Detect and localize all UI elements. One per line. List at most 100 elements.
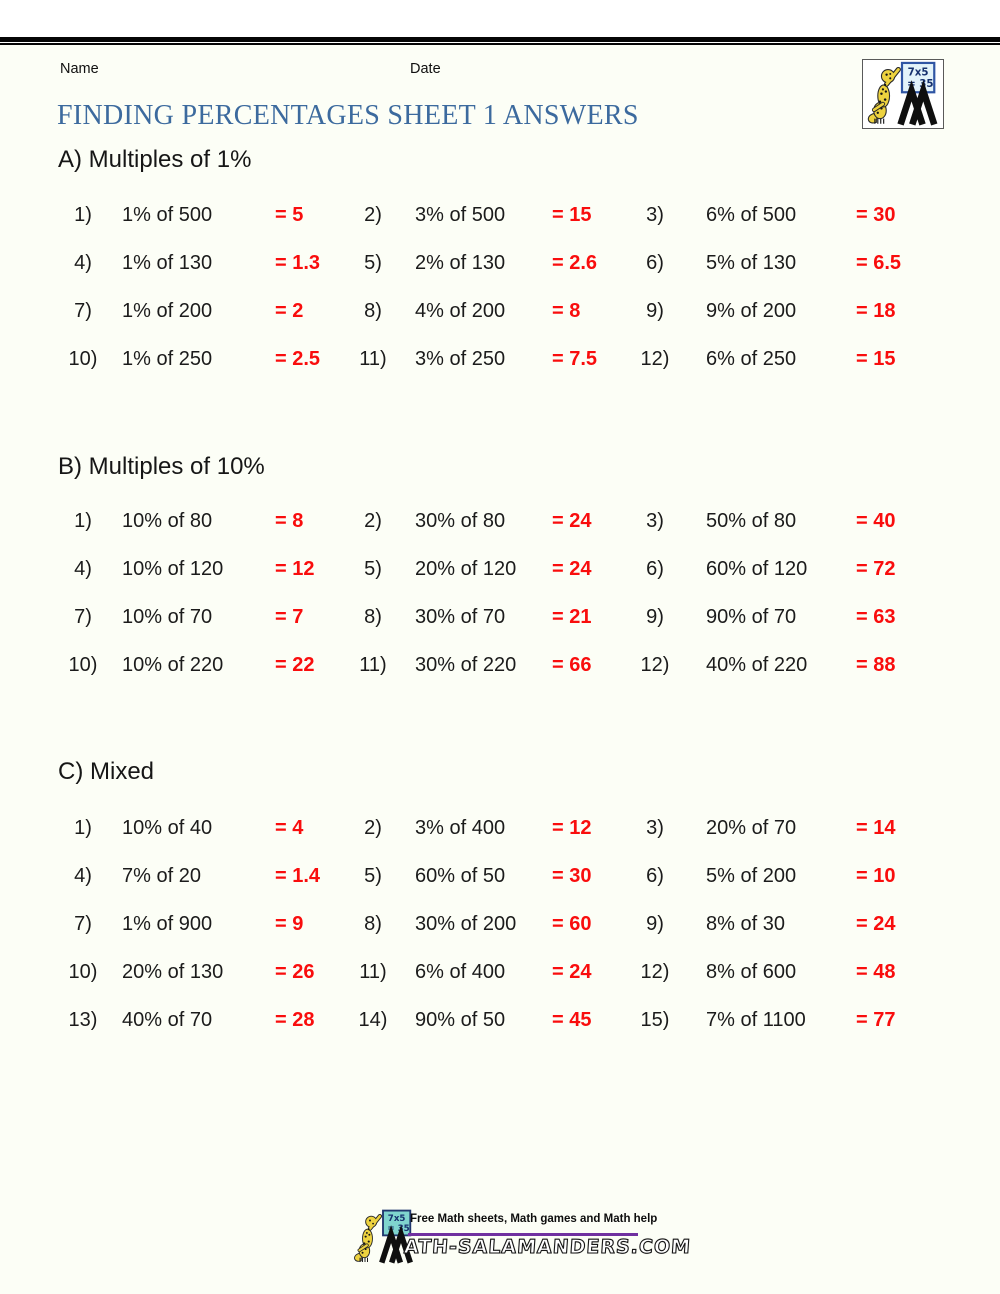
salamander-board-m-icon: 7x5 = 35 [354,1209,413,1264]
section-a-heading: A) Multiples of 1% [58,146,252,173]
problem-text: 20% of 120 [415,558,517,580]
math-salamanders-logo: 7x5 = 35 [862,59,944,129]
problem-number: 7) [74,300,92,322]
problem-text: 1% of 130 [122,252,213,274]
answer-value: = 9 [275,913,304,935]
problem-text: 30% of 200 [415,913,517,935]
problem-number: 10) [68,654,98,676]
whiteboard-icon [900,61,936,94]
problem-number: 6) [646,865,664,887]
answer-value: = 22 [275,654,315,676]
problem-text: 7% of 20 [122,865,201,887]
problem-number: 9) [646,606,664,628]
answer-value: = 6.5 [856,252,902,274]
answer-value: = 28 [275,1009,315,1031]
date-label: Date [410,61,441,77]
problem-text: 10% of 220 [122,654,224,676]
answer-value: = 5 [275,204,304,226]
problem-number: 2) [364,510,382,532]
answer-value: = 2.6 [552,252,598,274]
footer-divider [408,1233,638,1236]
problem-number: 1) [74,204,92,226]
answer-value: = 2.5 [275,348,321,370]
problem-number: 3) [646,817,664,839]
answer-value: = 8 [552,300,581,322]
answer-value: = 15 [856,348,896,370]
answer-value: = 12 [275,558,315,580]
problem-number: 13) [68,1009,98,1031]
problem-text: 1% of 900 [122,913,213,935]
problem-number: 11) [359,961,387,983]
answer-value: = 40 [856,510,896,532]
m-letter-icon [389,1225,413,1264]
problem-number: 5) [364,252,382,274]
problem-number: 8) [364,300,382,322]
problem-number: 12) [640,961,670,983]
problem-number: 10) [68,348,98,370]
problem-text: 1% of 200 [122,300,213,322]
problem-text: 40% of 220 [706,654,808,676]
problem-text: 8% of 30 [706,913,785,935]
answer-value: = 24 [552,558,592,580]
answer-value: = 1.3 [275,252,321,274]
answer-value: = 15 [552,204,592,226]
problem-text: 9% of 200 [706,300,797,322]
problem-text: 1% of 250 [122,348,213,370]
answer-value: = 2 [275,300,304,322]
answer-value: = 7.5 [552,348,598,370]
board-equation-top: 7x5 [388,1214,406,1224]
top-rule [0,37,1000,45]
problem-text: 10% of 70 [122,606,213,628]
answer-value: = 24 [856,913,896,935]
problem-number: 12) [640,654,670,676]
problem-text: 10% of 40 [122,817,213,839]
salamander-icon [354,1213,383,1263]
answer-value: = 45 [552,1009,592,1031]
page-title: FINDING PERCENTAGES SHEET 1 ANSWERS [57,100,639,131]
answer-value: = 30 [552,865,592,887]
answer-value: = 72 [856,558,896,580]
problem-number: 3) [646,510,664,532]
problem-number: 5) [364,865,382,887]
problem-number: 2) [364,204,382,226]
problem-number: 1) [74,510,92,532]
top-margin [0,0,1000,37]
answer-value: = 21 [552,606,592,628]
problem-text: 3% of 500 [415,204,506,226]
answer-value: = 66 [552,654,592,676]
problem-number: 5) [364,558,382,580]
problem-text: 60% of 50 [415,865,506,887]
footer-site-name: ATH-SALAMANDERS.COM [403,1235,693,1258]
section-c-heading: C) Mixed [58,758,155,785]
board-equation-top: 7x5 [908,66,929,78]
problem-text: 7% of 1100 [706,1009,806,1031]
answer-value: = 48 [856,961,896,983]
salamander-board-m-icon: 7x5 = 35 [867,61,938,126]
problem-number: 7) [74,606,92,628]
problem-number: 14) [358,1009,388,1031]
problem-text: 20% of 130 [122,961,224,983]
answer-value: = 30 [856,204,896,226]
problem-number: 11) [359,654,387,676]
problem-text: 8% of 600 [706,961,797,983]
problem-text: 30% of 70 [415,606,506,628]
problem-text: 5% of 200 [706,865,797,887]
problem-text: 3% of 250 [415,348,506,370]
problem-text: 40% of 70 [122,1009,213,1031]
problem-text: 90% of 70 [706,606,797,628]
answer-value: = 12 [552,817,592,839]
problem-number: 4) [74,558,92,580]
problem-text: 4% of 200 [415,300,506,322]
answer-value: = 24 [552,961,592,983]
answer-value: = 18 [856,300,896,322]
answer-value: = 77 [856,1009,896,1031]
problem-number: 12) [640,348,670,370]
m-letter-icon [909,80,938,126]
answer-value: = 60 [552,913,592,935]
problem-text: 2% of 130 [415,252,506,274]
answer-value: = 8 [275,510,304,532]
problem-number: 4) [74,252,92,274]
problem-number: 8) [364,606,382,628]
